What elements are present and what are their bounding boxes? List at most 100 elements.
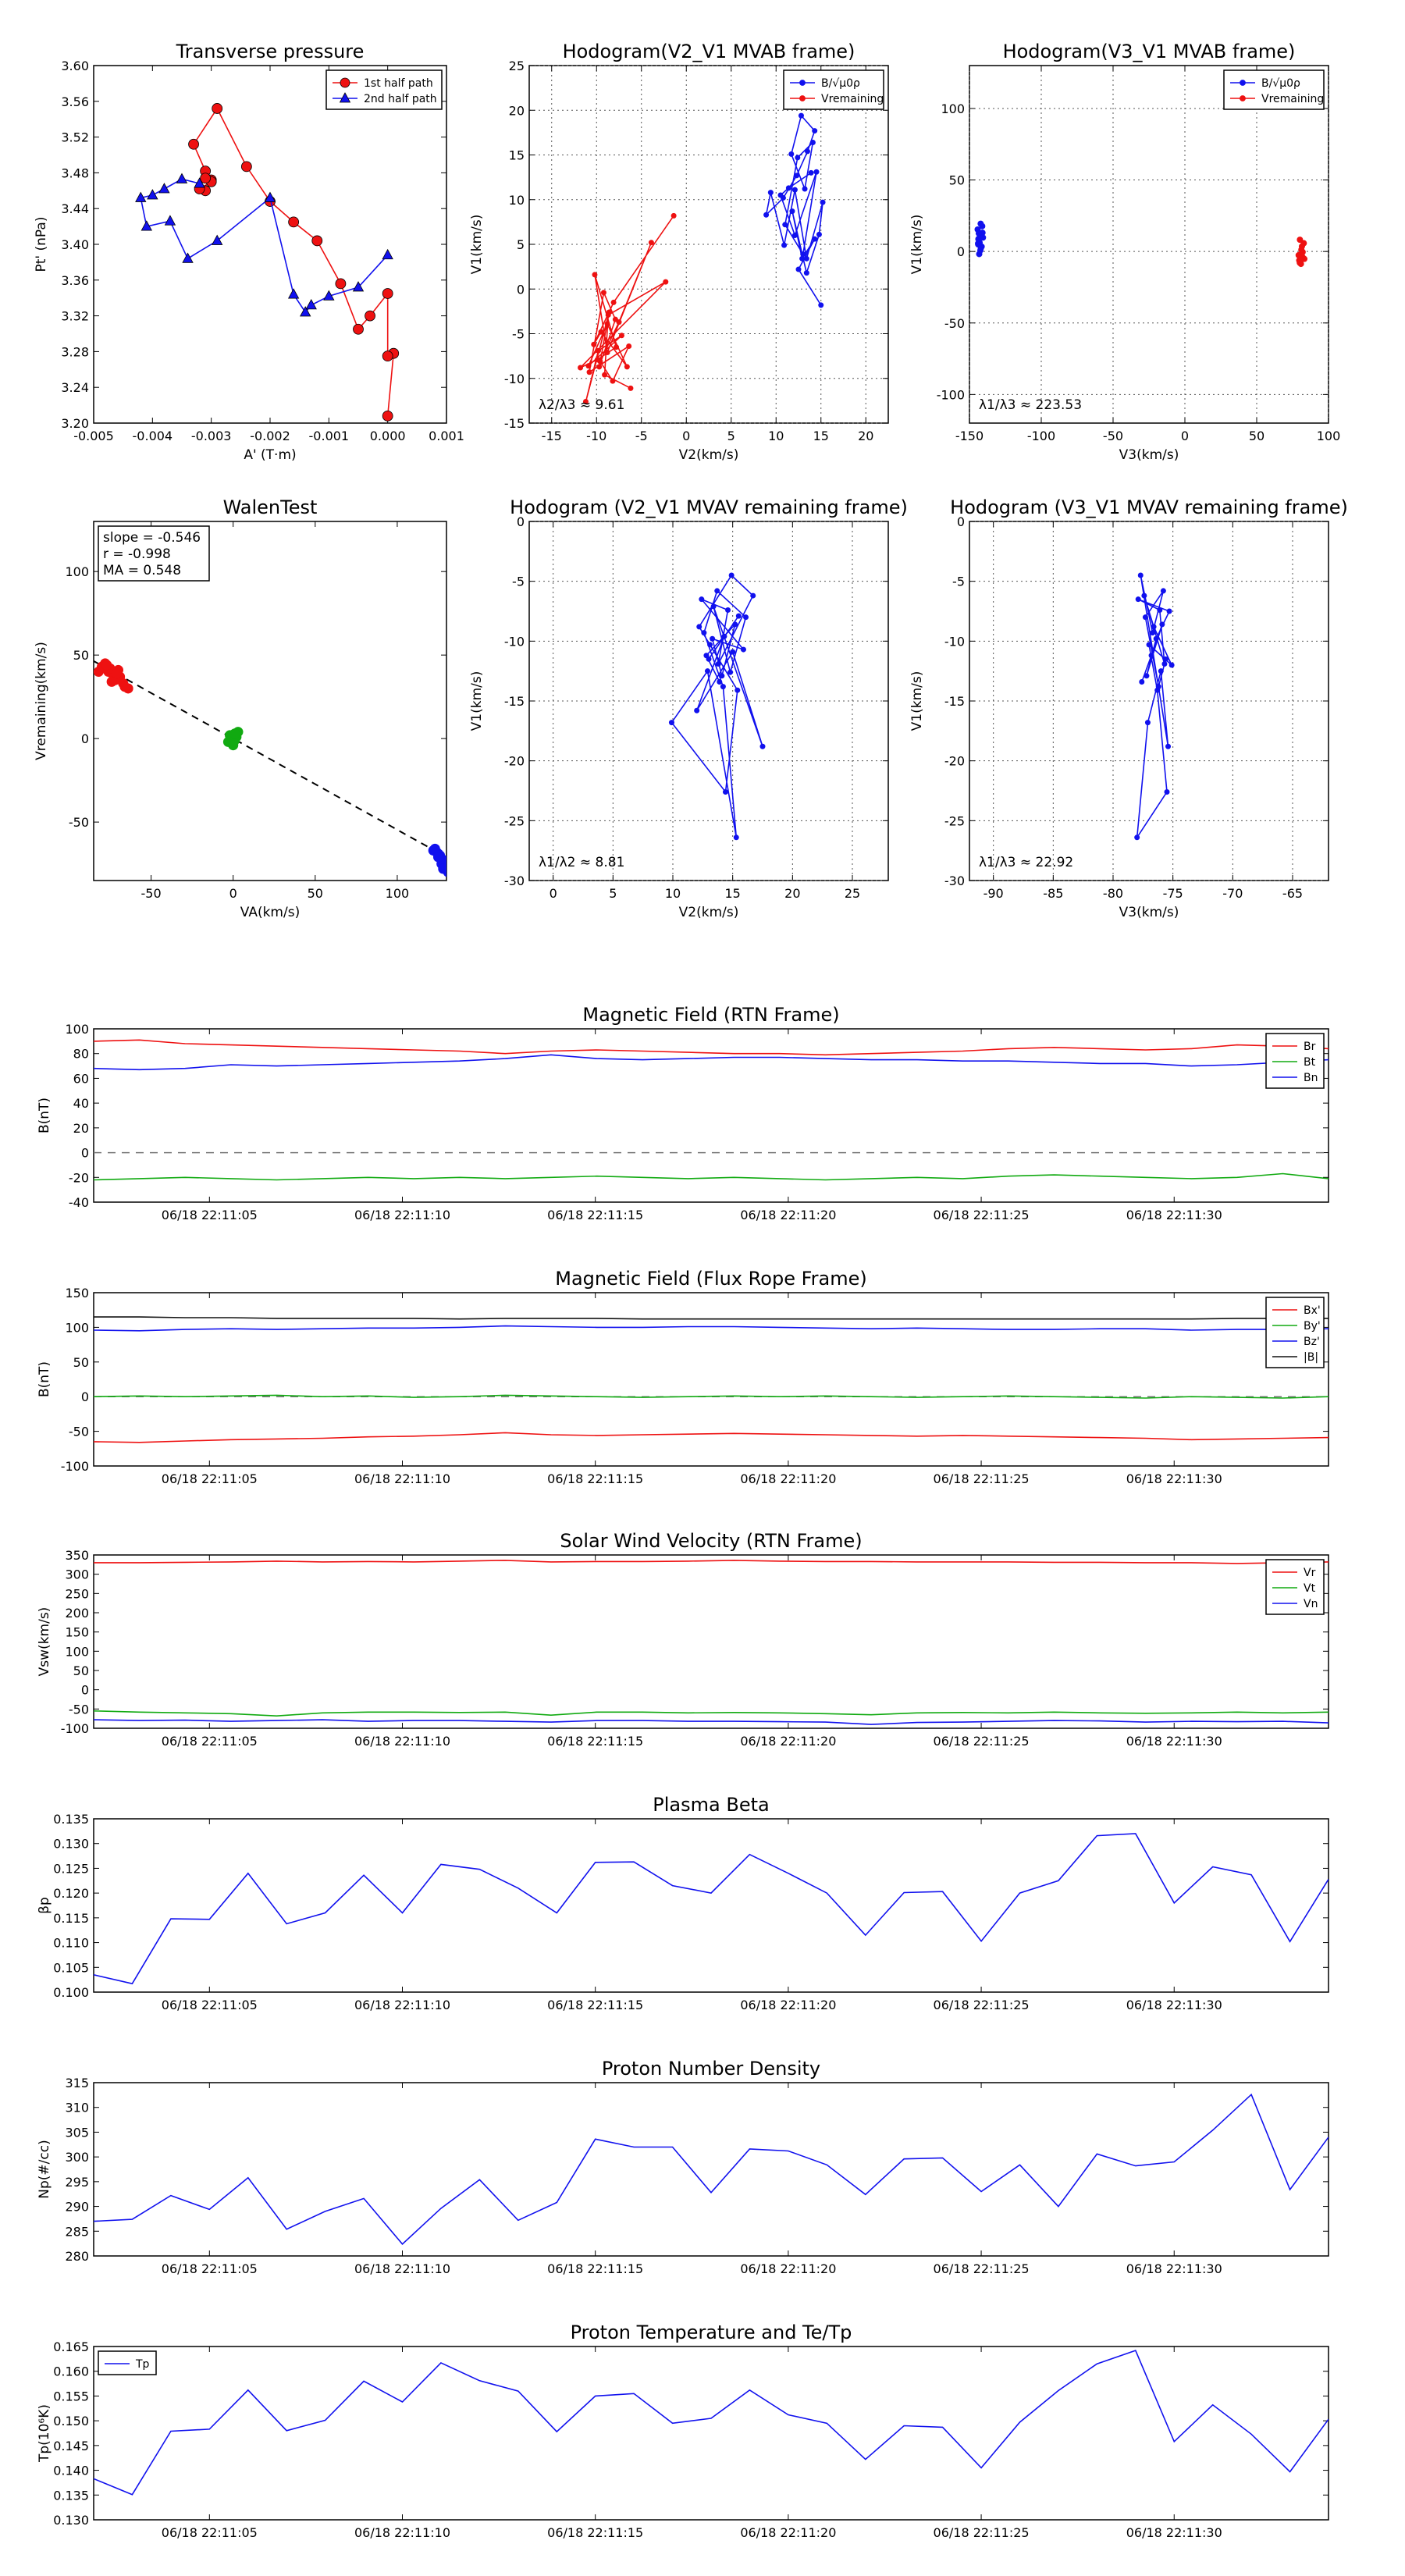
y-axis-label: V1(km/s) <box>909 215 925 275</box>
data-point <box>1153 635 1159 642</box>
legend: 1st half path 2nd half path <box>325 69 443 110</box>
annotation: λ2/λ3 ≈ 9.61 <box>539 397 624 413</box>
x-tick-label: 15 <box>724 886 740 901</box>
data-point <box>707 642 713 648</box>
data-point <box>979 222 986 229</box>
x-tick-label: 06/18 22:11:15 <box>547 2525 643 2540</box>
x-tick-label: 100 <box>386 886 410 901</box>
y-tick-label: -5 <box>512 575 525 589</box>
data-point <box>596 364 603 370</box>
data-point <box>1137 572 1144 578</box>
x-tick-label: 06/18 22:11:05 <box>162 1208 258 1222</box>
y-tick-label: 280 <box>65 2249 89 2264</box>
data-point <box>805 148 810 155</box>
data-point <box>820 199 826 205</box>
legend-box <box>325 69 443 110</box>
data-point <box>803 270 809 276</box>
data-point <box>1300 240 1307 247</box>
y-tick-label: 40 <box>73 1096 89 1111</box>
y-tick-label: 50 <box>73 648 89 663</box>
data-point <box>740 646 746 653</box>
plot-area <box>94 1039 1329 1181</box>
y-tick-label: 150 <box>65 1286 89 1300</box>
data-point <box>604 321 610 327</box>
data-point <box>816 231 822 237</box>
data-point <box>782 222 788 228</box>
axes-frame <box>93 1554 1329 1729</box>
legend: B/√μ0ρ Vremaining <box>1223 69 1325 110</box>
data-point <box>194 177 205 188</box>
x-axis-label: V2(km/s) <box>679 905 739 920</box>
data-point <box>352 281 365 292</box>
stats-line: slope = -0.546 <box>103 530 201 546</box>
y-tick-label: 3.52 <box>61 130 89 145</box>
data-point <box>1134 834 1140 841</box>
plot-area <box>578 112 826 405</box>
data-point <box>1142 614 1148 621</box>
x-tick-label: 06/18 22:11:20 <box>740 1998 836 2012</box>
data-point <box>812 128 818 134</box>
y-tick-label: -50 <box>944 316 965 331</box>
y-tick-label: 20 <box>73 1121 89 1136</box>
y-tick-label: -25 <box>944 813 965 828</box>
data-point <box>980 234 987 241</box>
data-point <box>288 216 300 228</box>
series-line-By' <box>94 1394 1329 1399</box>
data-point <box>610 299 617 305</box>
data-point <box>714 588 720 594</box>
y-tick-label: -25 <box>504 813 525 828</box>
x-tick-label: 50 <box>308 886 323 901</box>
data-point <box>164 215 176 226</box>
plot-area <box>94 1833 1329 1985</box>
data-point <box>777 192 784 198</box>
y-axis-label: Vremaining(km/s) <box>34 642 49 760</box>
y-tick-label: 305 <box>65 2125 89 2140</box>
data-point <box>111 668 122 679</box>
y-tick-label: 200 <box>65 1606 89 1621</box>
data-point <box>767 190 774 196</box>
x-tick-label: 06/18 22:11:30 <box>1126 2525 1222 2540</box>
x-tick-label: 50 <box>1249 429 1264 443</box>
y-tick-label: 0.110 <box>53 1936 89 1951</box>
y-tick-label: 300 <box>65 1567 89 1582</box>
y-tick-label: 50 <box>73 1355 89 1370</box>
legend-marker <box>799 80 806 86</box>
y-tick-label: 3.48 <box>61 165 89 180</box>
data-point <box>809 139 816 145</box>
legend-marker <box>799 95 806 101</box>
data-point <box>722 789 728 795</box>
data-point <box>975 241 982 248</box>
y-tick-label: 0 <box>517 282 525 297</box>
x-tick-label: -85 <box>1043 886 1063 901</box>
x-tick-label: -100 <box>1027 429 1055 443</box>
x-axis-label: V2(km/s) <box>679 447 739 463</box>
data-point <box>719 673 725 679</box>
data-point <box>106 676 117 687</box>
data-point <box>1166 608 1172 614</box>
data-point <box>735 687 741 693</box>
legend-label: |B| <box>1304 1351 1318 1364</box>
data-point <box>720 684 726 690</box>
data-point <box>94 667 104 678</box>
data-point <box>598 329 604 335</box>
x-tick-label: 100 <box>1317 429 1341 443</box>
data-point <box>668 720 674 726</box>
chart-title: Hodogram(V3_V1 MVAB frame) <box>1003 41 1296 62</box>
data-point <box>240 161 252 173</box>
data-point <box>706 656 712 662</box>
y-tick-label: 50 <box>73 1663 89 1678</box>
data-point <box>975 229 982 237</box>
legend-label: Br <box>1304 1041 1316 1053</box>
y-tick-label: 0.145 <box>53 2439 89 2453</box>
y-tick-label: 0.135 <box>53 2488 89 2503</box>
data-point <box>582 399 589 405</box>
fit-line <box>94 660 446 858</box>
legend-label: Vremaining <box>821 93 884 105</box>
data-point <box>1157 607 1163 613</box>
series-line-Bz' <box>94 1325 1329 1332</box>
chart-tp: Proton Temperature and Te/Tp 06/18 22:11:… <box>37 2322 1329 2540</box>
legend-label: Bt <box>1304 1056 1316 1069</box>
data-point <box>648 240 654 246</box>
y-tick-label: -20 <box>504 754 525 769</box>
x-tick-label: 06/18 22:11:30 <box>1126 2261 1222 2276</box>
